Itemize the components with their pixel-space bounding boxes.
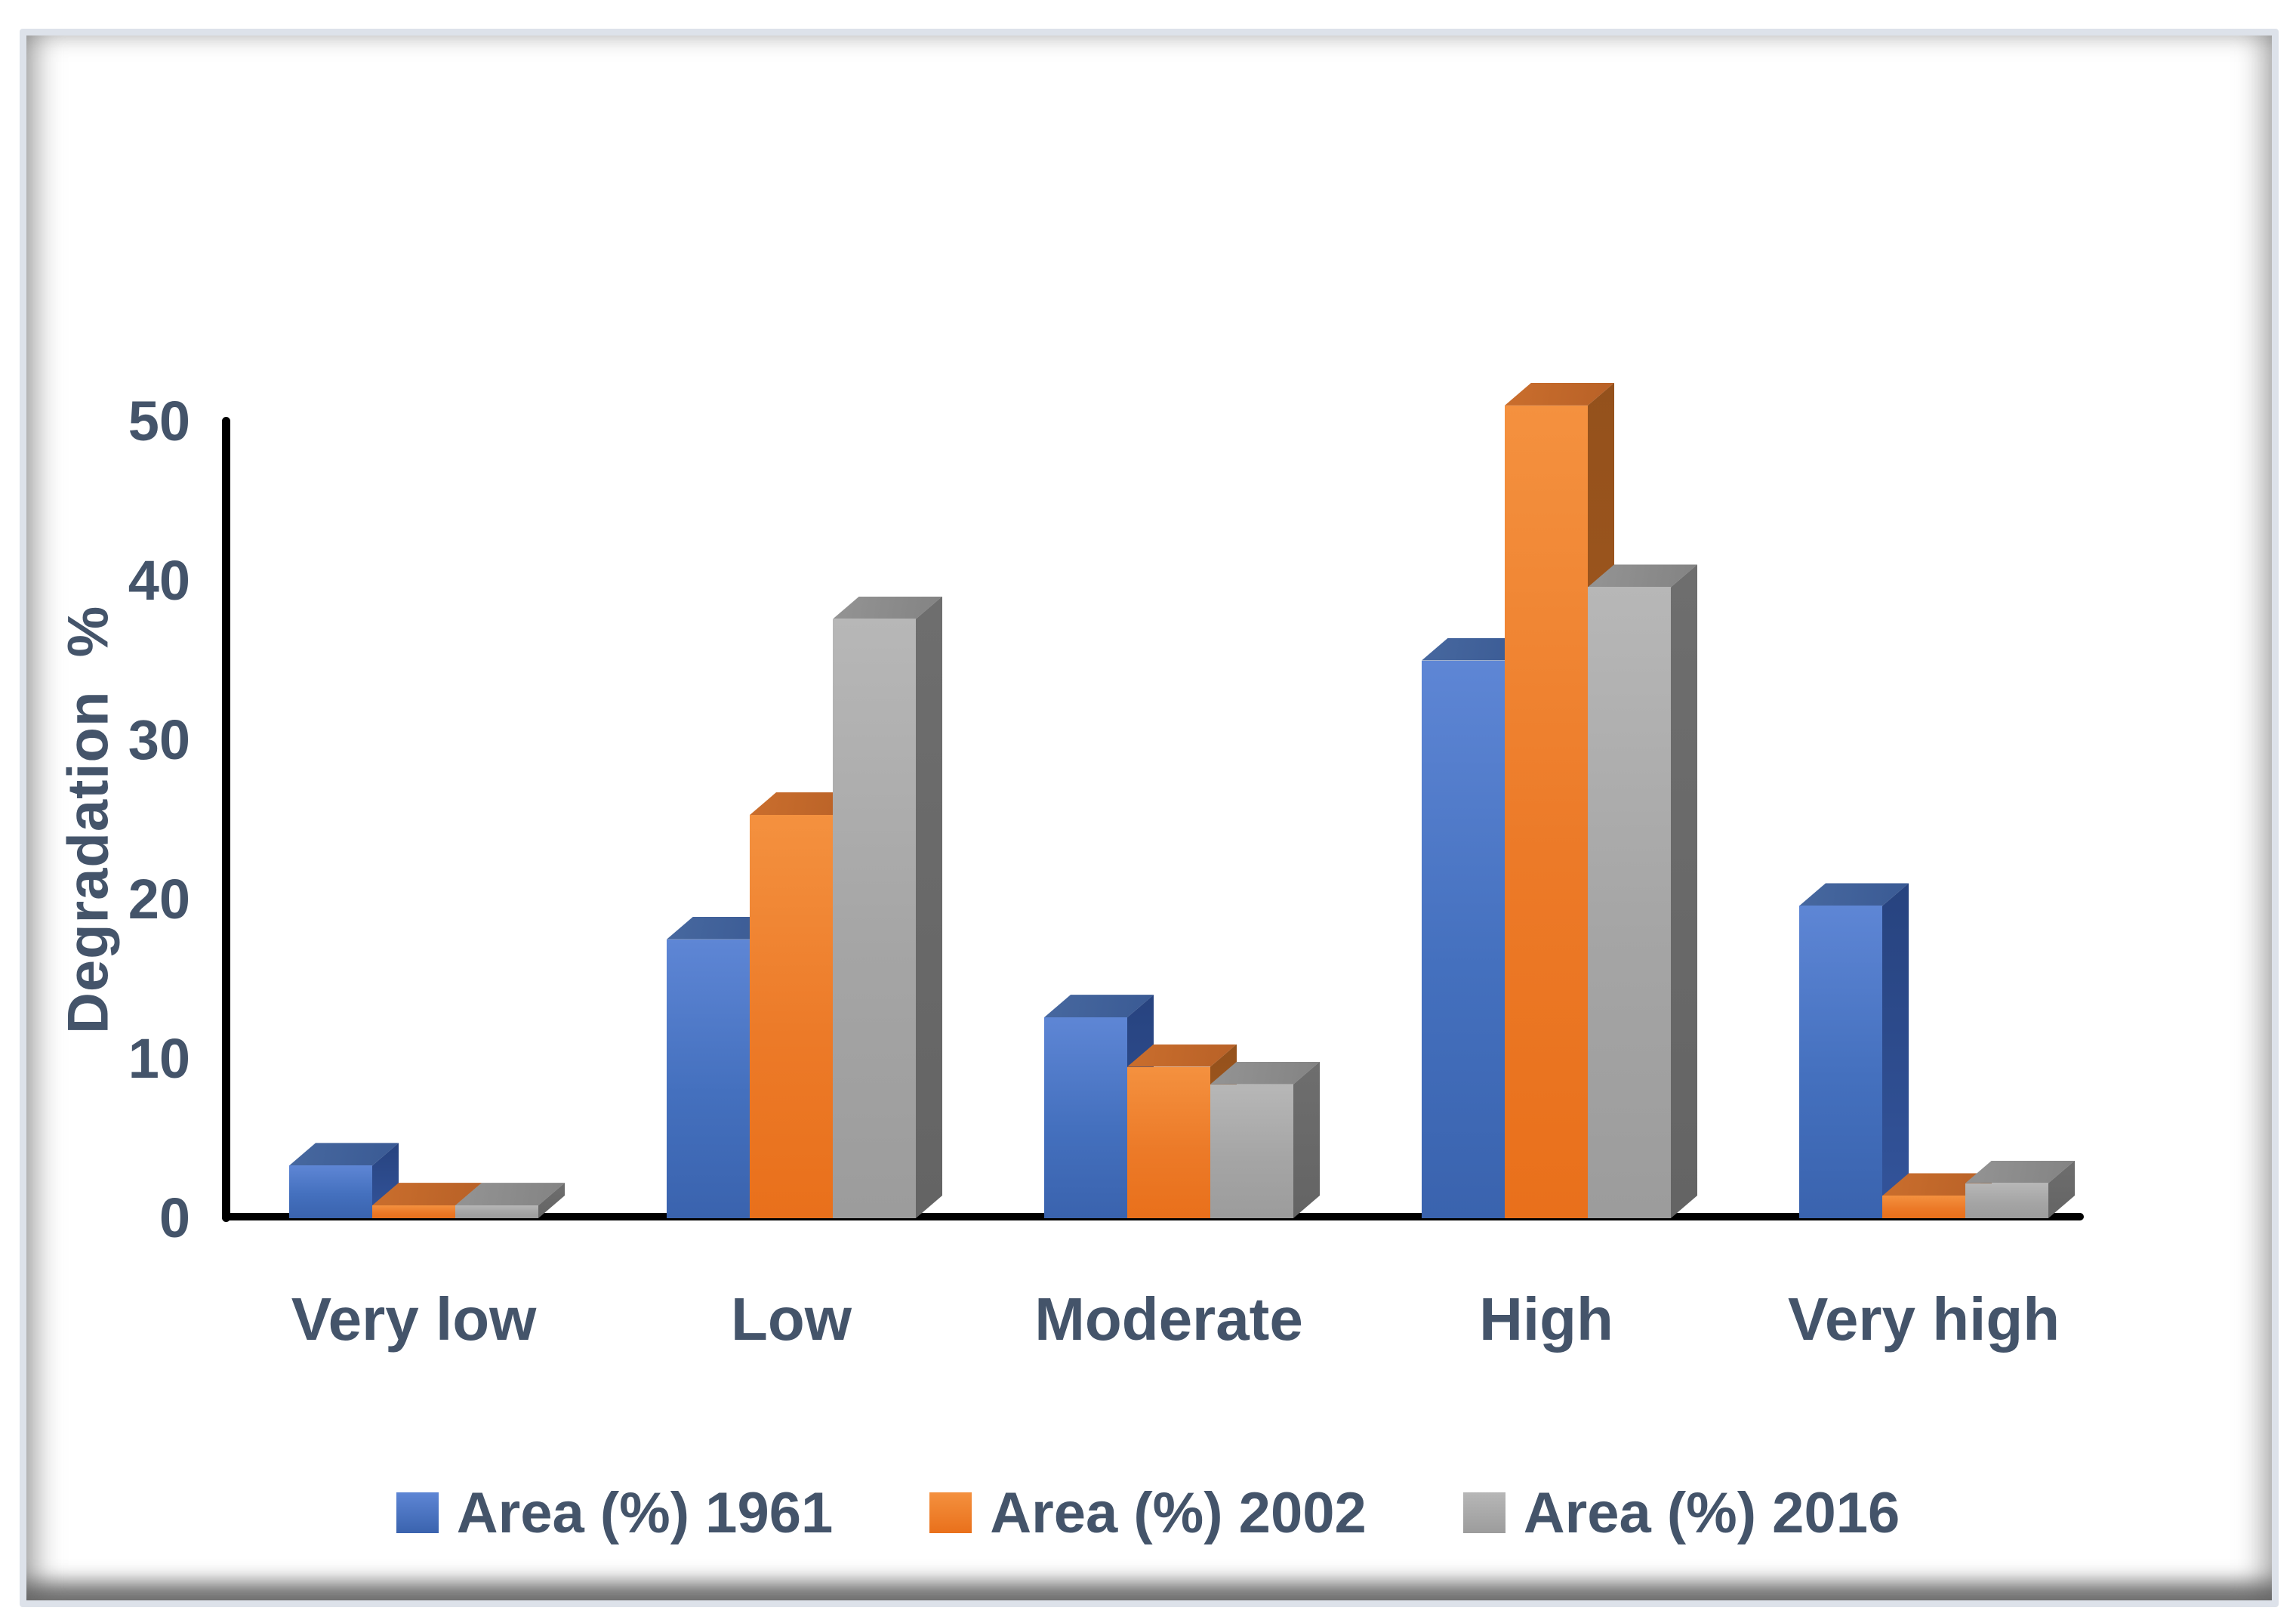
- bar-front-face: [372, 1205, 455, 1218]
- bar-front-face: [1422, 660, 1505, 1218]
- bar-front-face: [667, 939, 750, 1218]
- x-category-label-very-low: Very low: [291, 1285, 537, 1353]
- bar-very-low-area-1961: [289, 1143, 399, 1218]
- legend-entry-2016: Area (%) 2016: [1462, 1480, 1900, 1546]
- bar-front-face: [1044, 1017, 1127, 1218]
- bar-very-low-area-2016: [455, 1183, 565, 1218]
- legend-label-2002: Area (%) 2002: [990, 1480, 1367, 1545]
- chart-frame: [20, 29, 2279, 1607]
- legend-label-2016: Area (%) 2016: [1523, 1480, 1900, 1545]
- y-tick-10: 10: [128, 1027, 190, 1090]
- y-tick-30: 30: [128, 708, 190, 771]
- x-category-label-very-high: Very high: [1787, 1285, 2060, 1353]
- legend-swatch-2002-icon: [929, 1492, 972, 1533]
- x-category-label-high: High: [1479, 1285, 1613, 1353]
- y-axis-line: [222, 417, 230, 1222]
- bar-side-face: [916, 597, 942, 1218]
- bar-front-face: [1505, 405, 1588, 1218]
- bar-side-face: [1293, 1062, 1320, 1218]
- y-tick-0: 0: [159, 1186, 190, 1249]
- bar-side-face: [1671, 564, 1697, 1218]
- bar-side-face: [1882, 883, 1909, 1218]
- bar-front-face: [1882, 1196, 1965, 1218]
- bar-low-area-2016: [833, 596, 942, 1218]
- bar-moderate-area-2016: [1210, 1061, 1320, 1218]
- legend-entry-1961: Area (%) 1961: [396, 1480, 834, 1546]
- bar-front-face: [1127, 1066, 1210, 1218]
- y-tick-50: 50: [128, 390, 190, 452]
- legend-label-1961: Area (%) 1961: [456, 1480, 834, 1545]
- bar-front-face: [455, 1205, 538, 1218]
- legend-swatch-1961-icon: [396, 1492, 439, 1533]
- legend-swatch-2016-icon: [1462, 1492, 1505, 1533]
- bar-very-high-area-2016: [1965, 1160, 2075, 1218]
- bar-front-face: [1210, 1084, 1293, 1218]
- y-tick-40: 40: [128, 549, 190, 612]
- bar-front-face: [1799, 906, 1882, 1218]
- bar-front-face: [750, 815, 833, 1218]
- y-axis-title: Degradation %: [56, 605, 121, 1034]
- y-tick-20: 20: [128, 868, 190, 930]
- bar-front-face: [1588, 587, 1671, 1218]
- bar-very-high-area-1961: [1799, 883, 1909, 1218]
- bar-front-face: [833, 619, 916, 1218]
- bar-front-face: [1965, 1183, 2048, 1218]
- legend-entry-2002: Area (%) 2002: [929, 1480, 1367, 1546]
- legend: Area (%) 1961 Area (%) 2002 Area (%) 201…: [0, 1471, 2296, 1554]
- bar-high-area-2016: [1588, 564, 1697, 1218]
- x-category-label-moderate: Moderate: [1034, 1285, 1303, 1353]
- x-category-label-low: Low: [731, 1285, 852, 1353]
- bar-front-face: [289, 1165, 372, 1218]
